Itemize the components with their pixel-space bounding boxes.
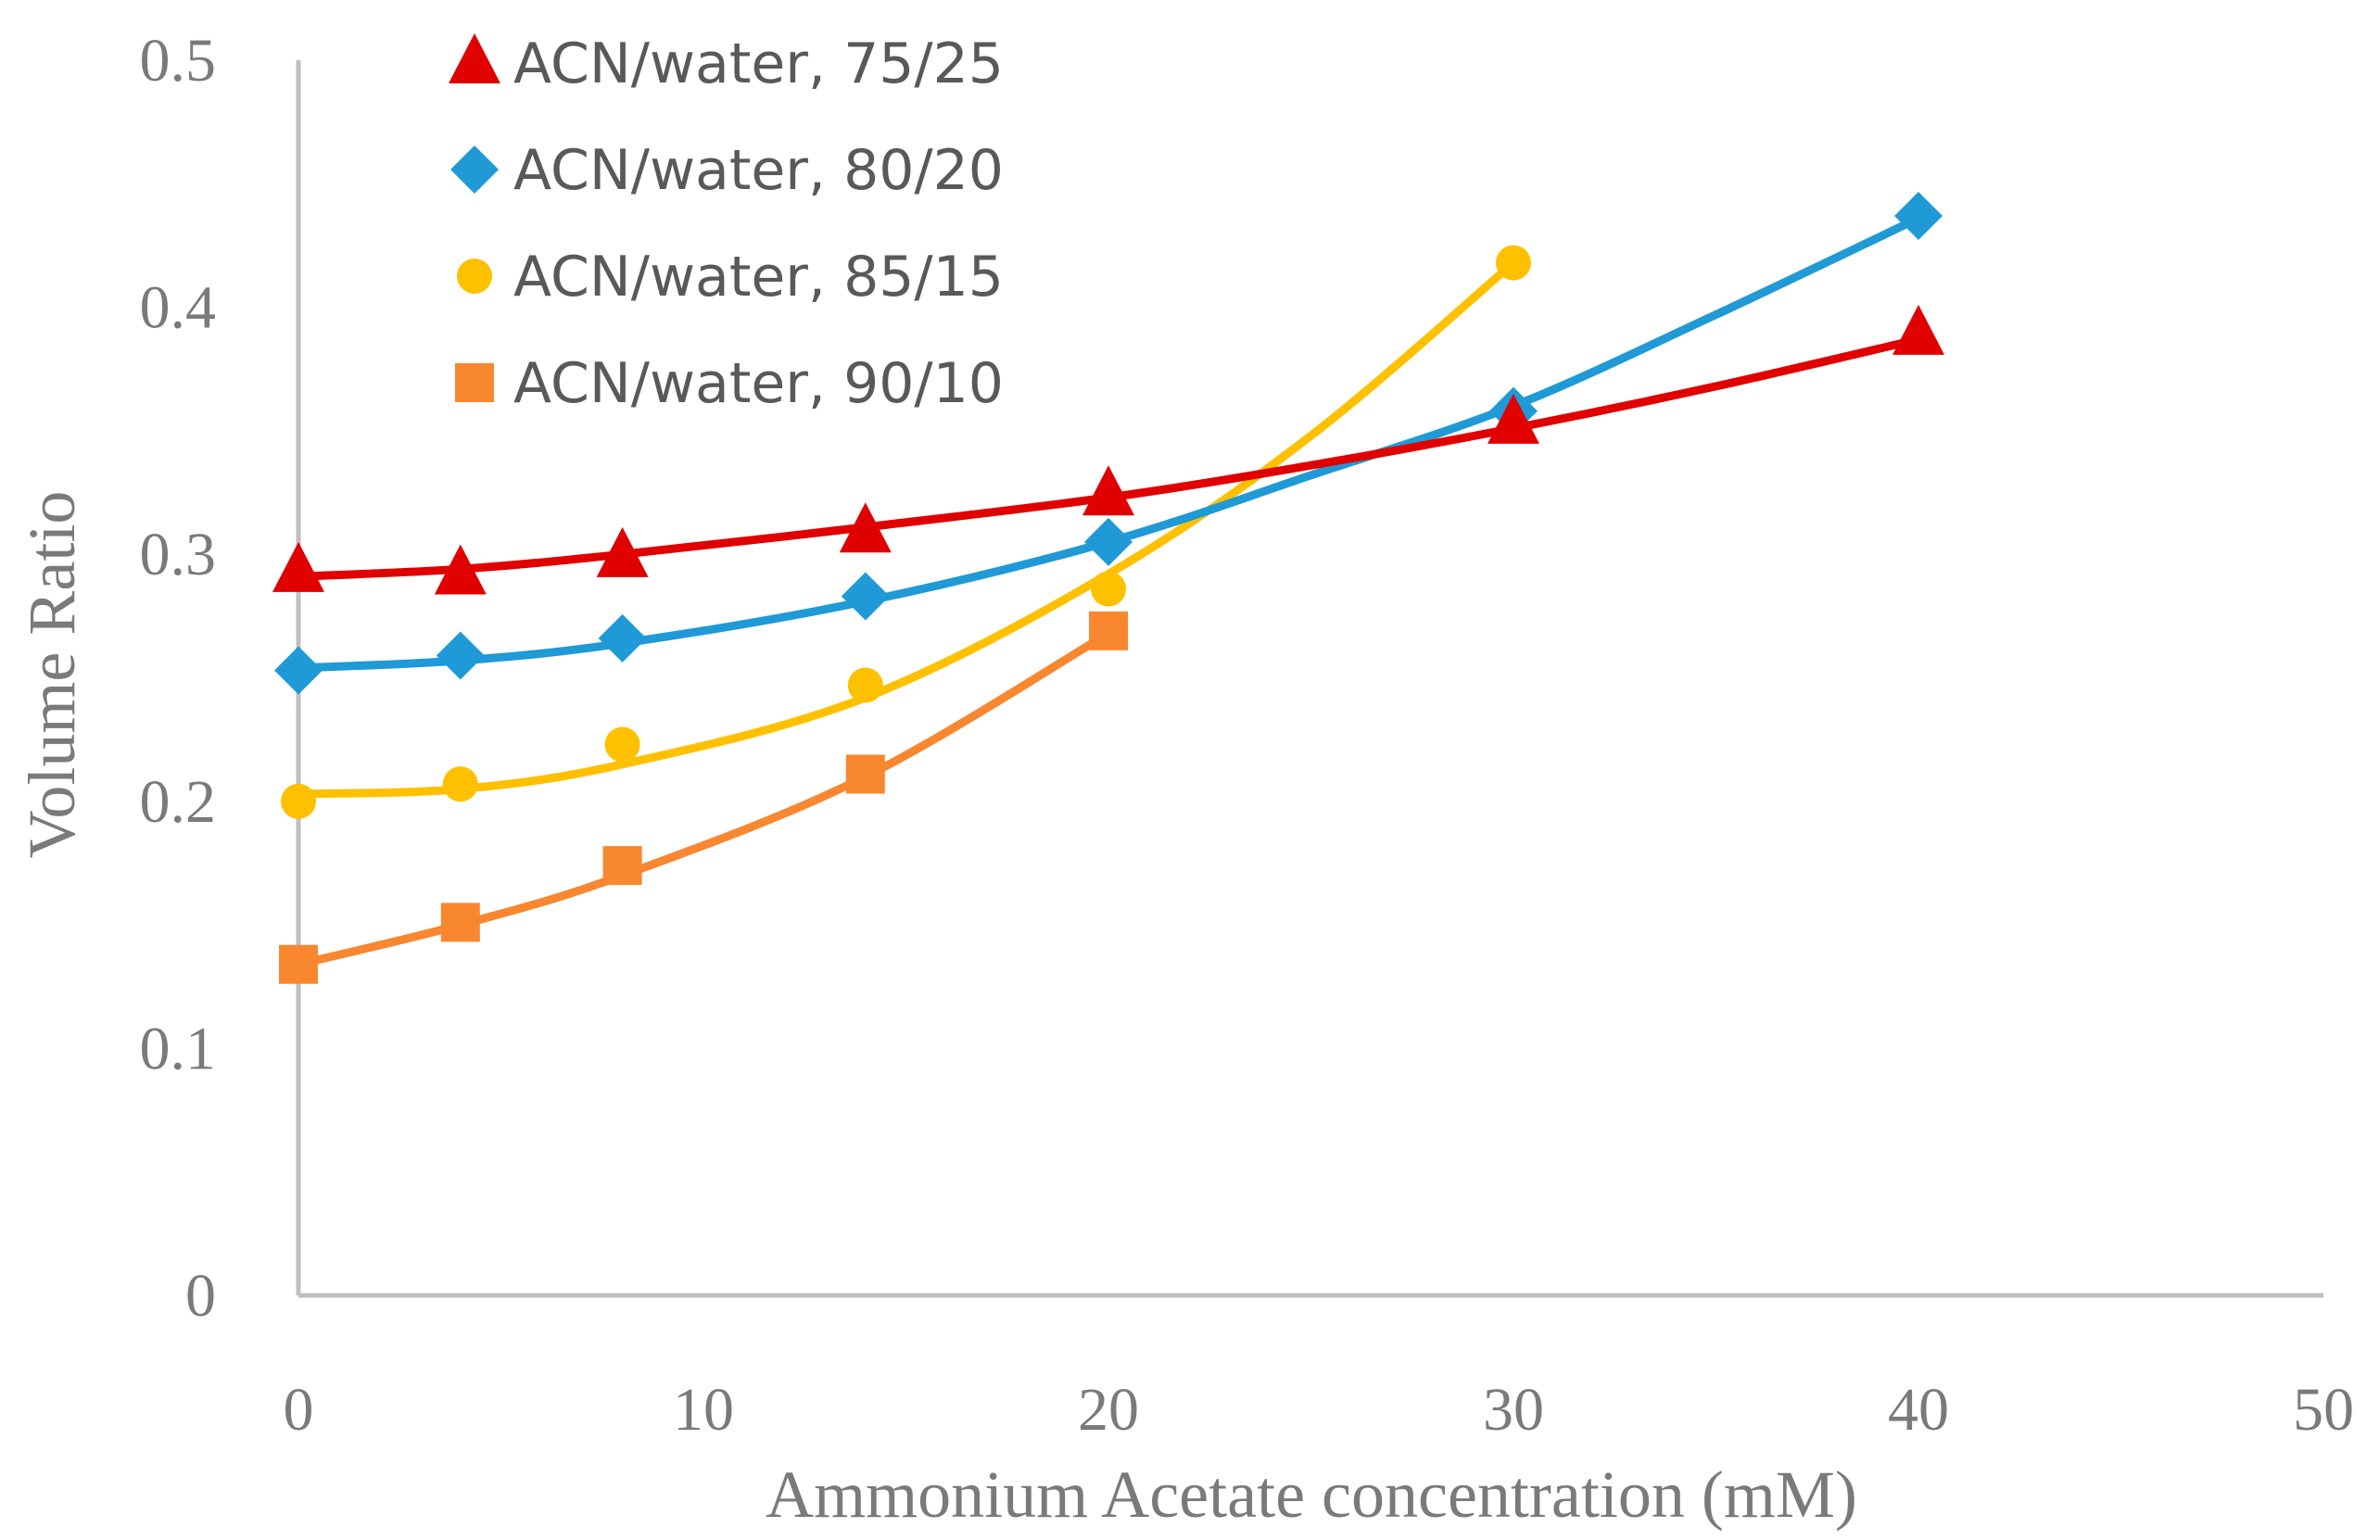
legend-marker — [450, 145, 499, 194]
data-point — [596, 526, 649, 577]
y-tick-label: 0.3 — [140, 521, 217, 588]
legend: ACN/water, 75/25 ACN/water, 80/20 ACN/wate… — [449, 32, 1004, 416]
data-point — [598, 613, 647, 663]
data-point — [845, 754, 885, 794]
x-tick-label: 50 — [2293, 1376, 2354, 1444]
data-point — [847, 667, 883, 703]
x-tick-label: 20 — [1078, 1376, 1139, 1444]
y-tick-label: 0.4 — [140, 274, 217, 342]
legend-marker — [457, 259, 492, 294]
x-axis-title: Ammonium Acetate concentration (mM) — [766, 1458, 1857, 1532]
data-point — [440, 903, 480, 942]
data-point — [281, 783, 316, 819]
tick-labels: 0 10 20 30 40 50 0 0.1 0.2 0.3 0.4 0.5 — [140, 27, 2355, 1444]
y-axis-title: Volume Ratio — [15, 491, 89, 859]
x-tick-label: 10 — [673, 1376, 734, 1444]
y-tick-label: 0.5 — [140, 27, 217, 95]
data-point — [839, 502, 892, 553]
legend-label: ACN/water, 80/20 — [513, 138, 1004, 203]
legend-label: ACN/water, 85/15 — [513, 245, 1004, 309]
series-markers — [272, 191, 1944, 984]
data-point — [1082, 465, 1134, 516]
data-point — [1893, 304, 1944, 355]
data-point — [274, 646, 323, 695]
legend-marker — [449, 33, 500, 83]
data-point — [1091, 571, 1126, 607]
y-tick-label: 0.1 — [140, 1015, 217, 1082]
data-point — [1089, 611, 1128, 650]
data-point — [1894, 191, 1943, 240]
data-point — [442, 766, 478, 802]
data-point — [1488, 393, 1539, 444]
legend-label: ACN/water, 75/25 — [513, 32, 1004, 96]
x-tick-label: 30 — [1483, 1376, 1544, 1444]
x-tick-label: 0 — [284, 1376, 314, 1444]
legend-label: ACN/water, 90/10 — [513, 351, 1004, 416]
series-line — [294, 259, 1518, 799]
data-point — [279, 944, 318, 984]
data-point — [604, 726, 640, 763]
y-tick-label: 0 — [185, 1262, 216, 1330]
data-point — [841, 572, 890, 621]
data-point — [1496, 245, 1531, 281]
data-point — [1084, 517, 1133, 566]
data-point — [602, 846, 642, 886]
data-point — [434, 544, 487, 595]
x-tick-label: 40 — [1888, 1376, 1949, 1444]
legend-marker — [455, 363, 494, 402]
data-point — [436, 631, 485, 680]
y-tick-label: 0.2 — [140, 768, 217, 836]
series-line — [294, 629, 1113, 969]
data-point — [272, 541, 324, 592]
